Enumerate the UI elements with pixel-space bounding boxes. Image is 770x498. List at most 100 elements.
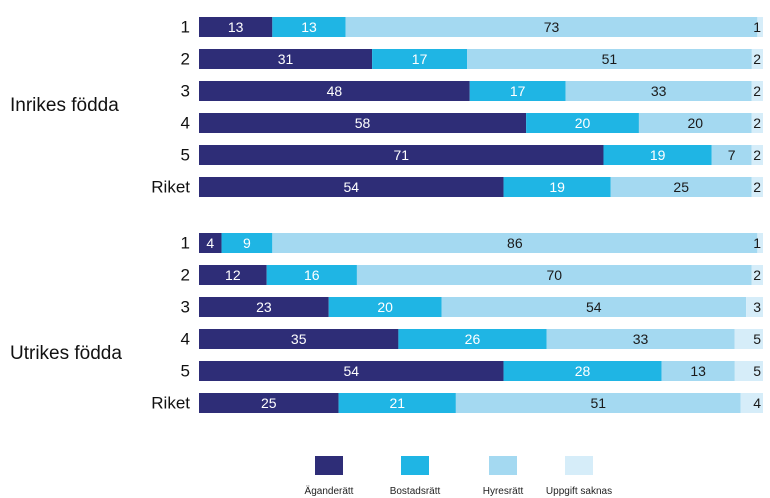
legend: Äganderätt Bostadsrätt Hyresrätt Uppgift… [0, 456, 770, 497]
data-label-utrikes-fodda-riket-bostadsratt: 21 [389, 395, 405, 411]
data-label-utrikes-fodda-1-uppgift-saknas: 1 [753, 235, 761, 251]
bar-segment-inrikes-fodda-2-bostadsratt [372, 49, 468, 69]
bar-segment-inrikes-fodda-5-bostadsratt [603, 145, 712, 165]
data-label-utrikes-fodda-riket-uppgift-saknas: 4 [753, 395, 761, 411]
bar-segment-utrikes-fodda-2-aganderatt [199, 265, 267, 285]
data-label-inrikes-fodda-5-hyresratt: 7 [728, 147, 736, 163]
data-label-inrikes-fodda-3-aganderatt: 48 [327, 83, 343, 99]
data-label-utrikes-fodda-2-hyresratt: 70 [547, 267, 563, 283]
bar-segment-inrikes-fodda-1-uppgift-saknas [757, 17, 763, 37]
bar-segment-inrikes-fodda-3-bostadsratt [469, 81, 566, 101]
bar-segment-inrikes-fodda-4-bostadsratt [526, 113, 639, 133]
data-label-inrikes-fodda-riket-hyresratt: 25 [673, 179, 689, 195]
data-label-inrikes-fodda-1-aganderatt: 13 [228, 19, 244, 35]
bar-segment-inrikes-fodda-riket-hyresratt [610, 177, 752, 197]
data-label-utrikes-fodda-3-hyresratt: 54 [586, 299, 602, 315]
category-label-inrikes-fodda-riket: Riket [151, 178, 190, 197]
data-label-utrikes-fodda-2-uppgift-saknas: 2 [753, 267, 761, 283]
bar-segment-inrikes-fodda-2-aganderatt [199, 49, 373, 69]
category-label-utrikes-fodda-2: 2 [181, 266, 190, 285]
category-label-utrikes-fodda-riket: Riket [151, 394, 190, 413]
data-label-inrikes-fodda-2-uppgift-saknas: 2 [753, 51, 761, 67]
bar-segment-inrikes-fodda-riket-uppgift-saknas [751, 177, 763, 197]
category-label-inrikes-fodda-5: 5 [181, 146, 190, 165]
legend-label-uppgift-saknas: Uppgift saknas [545, 486, 613, 497]
data-label-inrikes-fodda-5-uppgift-saknas: 2 [753, 147, 761, 163]
category-label-utrikes-fodda-5: 5 [181, 362, 190, 381]
bar-segment-utrikes-fodda-4-uppgift-saknas [734, 329, 763, 349]
data-label-utrikes-fodda-3-aganderatt: 23 [256, 299, 272, 315]
bar-segment-inrikes-fodda-4-hyresratt [638, 113, 752, 133]
data-label-utrikes-fodda-4-bostadsratt: 26 [465, 331, 481, 347]
data-label-inrikes-fodda-riket-bostadsratt: 19 [549, 179, 565, 195]
data-label-inrikes-fodda-5-bostadsratt: 19 [650, 147, 666, 163]
bar-segment-utrikes-fodda-riket-uppgift-saknas [740, 393, 763, 413]
bar-segment-inrikes-fodda-1-hyresratt [345, 17, 758, 37]
legend-swatch-aganderatt [315, 456, 343, 475]
data-label-inrikes-fodda-riket-uppgift-saknas: 2 [753, 179, 761, 195]
legend-label-hyresratt: Hyresrätt [482, 486, 524, 497]
data-label-inrikes-fodda-2-aganderatt: 31 [278, 51, 294, 67]
bar-segment-inrikes-fodda-riket-bostadsratt [503, 177, 611, 197]
bar-segment-inrikes-fodda-3-hyresratt [565, 81, 752, 101]
data-label-utrikes-fodda-1-aganderatt: 4 [206, 235, 214, 251]
data-label-utrikes-fodda-3-bostadsratt: 20 [377, 299, 393, 315]
category-label-utrikes-fodda-1: 1 [181, 234, 190, 253]
bar-segment-utrikes-fodda-3-bostadsratt [328, 297, 442, 317]
bar-segment-inrikes-fodda-1-aganderatt [199, 17, 273, 37]
bar-segment-utrikes-fodda-riket-bostadsratt [338, 393, 456, 413]
data-label-utrikes-fodda-5-uppgift-saknas: 5 [753, 363, 761, 379]
category-label-inrikes-fodda-1: 1 [181, 18, 190, 37]
data-label-inrikes-fodda-riket-aganderatt: 54 [343, 179, 359, 195]
data-label-utrikes-fodda-4-aganderatt: 35 [291, 331, 307, 347]
bar-segment-utrikes-fodda-3-aganderatt [199, 297, 329, 317]
group-label-utrikes-fodda: Utrikes födda [10, 343, 122, 364]
data-label-utrikes-fodda-5-aganderatt: 54 [343, 363, 359, 379]
bar-segment-utrikes-fodda-2-hyresratt [356, 265, 752, 285]
data-label-utrikes-fodda-1-hyresratt: 86 [507, 235, 523, 251]
legend-swatch-hyresratt [489, 456, 517, 475]
data-label-inrikes-fodda-2-bostadsratt: 17 [412, 51, 428, 67]
data-label-utrikes-fodda-4-uppgift-saknas: 5 [753, 331, 761, 347]
group-label-inrikes-fodda: Inrikes födda [10, 95, 119, 116]
category-label-utrikes-fodda-4: 4 [181, 330, 190, 349]
category-label-inrikes-fodda-3: 3 [181, 82, 190, 101]
data-label-utrikes-fodda-riket-aganderatt: 25 [261, 395, 277, 411]
bar-segment-inrikes-fodda-1-bostadsratt [272, 17, 346, 37]
data-label-inrikes-fodda-2-hyresratt: 51 [602, 51, 618, 67]
bar-segment-inrikes-fodda-3-uppgift-saknas [751, 81, 763, 101]
data-label-utrikes-fodda-riket-hyresratt: 51 [590, 395, 606, 411]
bar-segment-utrikes-fodda-5-bostadsratt [503, 361, 662, 381]
data-label-inrikes-fodda-5-aganderatt: 71 [393, 147, 409, 163]
legend-item-bostadsratt: Bostadsrätt [360, 456, 470, 497]
bar-segment-inrikes-fodda-5-hyresratt [711, 145, 752, 165]
data-label-utrikes-fodda-5-bostadsratt: 28 [575, 363, 591, 379]
data-label-utrikes-fodda-5-hyresratt: 13 [690, 363, 706, 379]
category-label-inrikes-fodda-4: 4 [181, 114, 190, 133]
category-label-utrikes-fodda-3: 3 [181, 298, 190, 317]
bar-segment-utrikes-fodda-3-uppgift-saknas [746, 297, 763, 317]
data-label-inrikes-fodda-1-uppgift-saknas: 1 [753, 19, 761, 35]
bar-segment-utrikes-fodda-5-uppgift-saknas [734, 361, 763, 381]
bar-segment-utrikes-fodda-1-bostadsratt [221, 233, 273, 253]
bar-segment-inrikes-fodda-3-aganderatt [199, 81, 470, 101]
bar-segment-utrikes-fodda-2-bostadsratt [266, 265, 357, 285]
bar-segment-utrikes-fodda-1-hyresratt [272, 233, 758, 253]
bar-segment-inrikes-fodda-4-aganderatt [199, 113, 527, 133]
legend-label-bostadsratt: Bostadsrätt [389, 486, 441, 497]
legend-swatch-bostadsratt [401, 456, 429, 475]
data-label-utrikes-fodda-2-bostadsratt: 16 [304, 267, 320, 283]
data-label-inrikes-fodda-4-aganderatt: 58 [355, 115, 371, 131]
bar-segment-utrikes-fodda-5-hyresratt [661, 361, 735, 381]
data-label-utrikes-fodda-2-aganderatt: 12 [225, 267, 241, 283]
legend-swatch-uppgift-saknas [565, 456, 593, 475]
bar-segment-utrikes-fodda-1-aganderatt [199, 233, 222, 253]
bar-segment-utrikes-fodda-1-uppgift-saknas [757, 233, 763, 253]
data-label-inrikes-fodda-3-hyresratt: 33 [651, 83, 667, 99]
legend-label-aganderatt: Äganderätt [304, 486, 354, 497]
bar-segment-utrikes-fodda-3-hyresratt [441, 297, 747, 317]
bar-segment-utrikes-fodda-riket-aganderatt [199, 393, 339, 413]
bar-segment-inrikes-fodda-4-uppgift-saknas [751, 113, 763, 133]
bar-segment-inrikes-fodda-2-uppgift-saknas [751, 49, 763, 69]
bar-segment-utrikes-fodda-4-aganderatt [199, 329, 399, 349]
